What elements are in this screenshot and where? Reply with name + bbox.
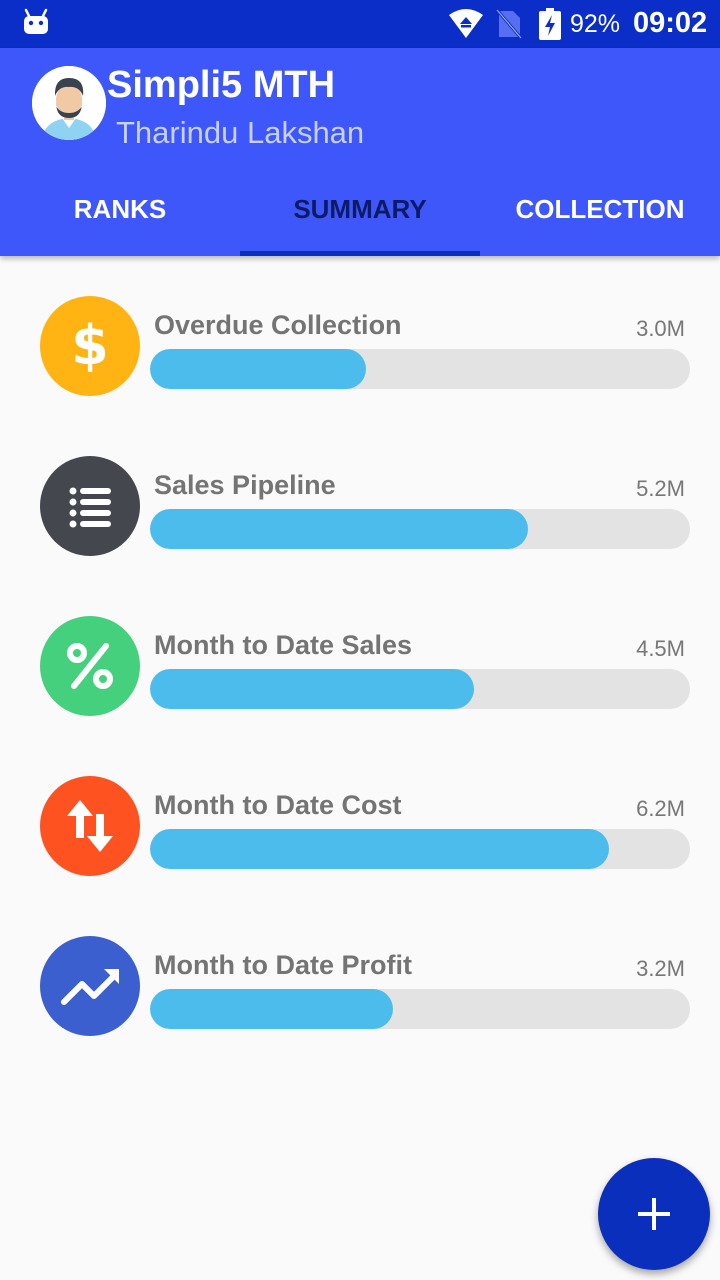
user-name: Tharindu Lakshan <box>116 115 365 150</box>
summary-value: 6.2M <box>636 796 685 821</box>
summary-label: Overdue Collection <box>154 310 402 340</box>
list-icon <box>40 456 140 556</box>
summary-value: 3.2M <box>636 956 685 981</box>
app-title: Simpli5 MTH <box>107 64 336 106</box>
android-debug-icon <box>24 8 48 34</box>
add-button[interactable] <box>598 1158 710 1270</box>
summary-row-month-to-date-sales[interactable]: Month to Date Sales 4.5M <box>0 616 720 726</box>
summary-value: 5.2M <box>636 476 685 501</box>
summary-row-overdue-collection[interactable]: $ Overdue Collection 3.0M <box>0 296 720 406</box>
summary-value: 3.0M <box>636 316 685 341</box>
trending-up-icon <box>40 936 140 1036</box>
tab-ranks[interactable]: RANKS <box>73 194 167 224</box>
progress-track <box>150 669 690 709</box>
plus-icon <box>638 1198 670 1230</box>
summary-label: Month to Date Sales <box>154 630 413 660</box>
tab-indicator <box>240 251 480 256</box>
percent-icon <box>40 616 140 716</box>
progress-track <box>150 509 690 549</box>
wifi-icon <box>449 9 483 38</box>
app-bar: Simpli5 MTH Tharindu Lakshan RANKS SUMMA… <box>0 48 720 256</box>
battery-percent: 92% <box>570 10 621 38</box>
progress-track <box>150 349 690 389</box>
status-bar: 92% 09:02 <box>0 0 720 48</box>
svg-text:$: $ <box>71 314 109 377</box>
summary-label: Month to Date Profit <box>154 950 412 980</box>
progress-fill <box>150 989 393 1029</box>
summary-row-sales-pipeline[interactable]: Sales Pipeline 5.2M <box>0 456 720 566</box>
summary-label: Month to Date Cost <box>154 790 402 820</box>
user-avatar-icon <box>32 66 106 140</box>
summary-value: 4.5M <box>636 636 685 661</box>
avatar[interactable] <box>32 66 106 140</box>
progress-fill <box>150 509 528 549</box>
summary-row-month-to-date-profit[interactable]: Month to Date Profit 3.2M <box>0 936 720 1046</box>
progress-track <box>150 989 690 1029</box>
progress-fill <box>150 669 474 709</box>
summary-row-month-to-date-cost[interactable]: Month to Date Cost 6.2M <box>0 776 720 886</box>
progress-fill <box>150 349 366 389</box>
dollar-icon: $ <box>40 296 140 396</box>
progress-fill <box>150 829 609 869</box>
tab-collection[interactable]: COLLECTION <box>515 194 685 224</box>
summary-label: Sales Pipeline <box>154 470 336 500</box>
sort-arrows-icon <box>40 776 140 876</box>
no-sim-icon <box>496 9 522 39</box>
clock: 09:02 <box>633 7 708 39</box>
battery-charging-icon <box>539 8 561 40</box>
progress-track <box>150 829 690 869</box>
tab-summary[interactable]: SUMMARY <box>293 194 427 224</box>
